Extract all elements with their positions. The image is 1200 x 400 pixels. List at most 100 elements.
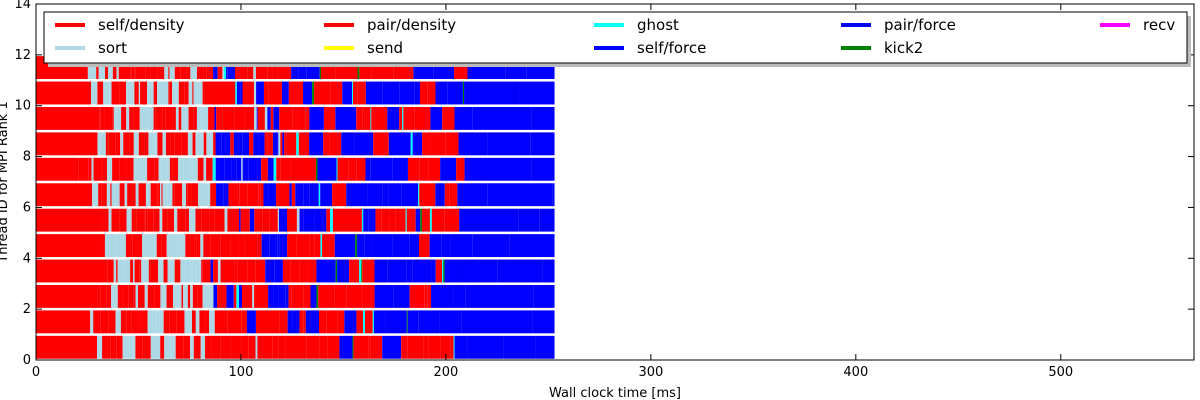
task-bar <box>322 234 335 258</box>
task-bar <box>344 310 357 334</box>
legend-box <box>43 11 1188 64</box>
task-bar <box>148 234 151 258</box>
task-bar <box>167 81 169 105</box>
task-bar <box>272 335 279 359</box>
task-bar <box>219 106 223 130</box>
task-bar <box>99 132 106 156</box>
task-bar <box>364 234 372 258</box>
legend-entry: pair/density <box>367 16 456 34</box>
task-bar <box>226 284 234 308</box>
task-bar <box>292 310 300 334</box>
task-bar <box>107 335 111 359</box>
task-bar <box>111 183 116 207</box>
task-bar <box>456 157 465 181</box>
task-bar <box>96 56 99 80</box>
task-bar <box>279 310 288 334</box>
task-bar <box>287 234 297 258</box>
task-bar <box>128 284 134 308</box>
task-bar <box>36 106 100 130</box>
task-bar <box>346 183 368 207</box>
task-bar <box>257 157 262 181</box>
task-bar <box>36 284 98 308</box>
task-bar <box>143 259 147 283</box>
task-bar <box>326 310 338 334</box>
legend-entry: sort <box>98 39 127 57</box>
task-bar <box>122 335 129 359</box>
task-bar <box>119 81 127 105</box>
task-bar <box>309 183 319 207</box>
task-bar <box>409 284 425 308</box>
task-bar <box>281 81 289 105</box>
task-bar <box>263 81 269 105</box>
task-bar <box>464 157 532 181</box>
task-bar <box>284 132 287 156</box>
task-bar <box>412 132 423 156</box>
thread-row <box>36 56 555 80</box>
task-bar <box>222 106 235 130</box>
task-bar <box>447 81 463 105</box>
task-bar <box>131 208 137 232</box>
task-bar <box>93 310 101 334</box>
task-bar <box>197 157 204 181</box>
task-bar <box>135 157 142 181</box>
task-bar <box>230 234 239 258</box>
task-bar <box>362 106 365 130</box>
task-bar <box>195 208 202 232</box>
task-bar <box>200 335 206 359</box>
task-bar <box>142 234 149 258</box>
task-bar <box>112 56 117 80</box>
task-bar <box>318 284 335 308</box>
task-bar <box>323 132 330 156</box>
task-bar <box>167 259 170 283</box>
legend-entry: send <box>367 39 403 57</box>
task-bar <box>291 284 304 308</box>
task-bar <box>262 208 270 232</box>
task-bar <box>497 259 543 283</box>
task-bar <box>36 183 93 207</box>
task-bar <box>216 183 224 207</box>
task-bar <box>268 284 274 308</box>
task-bar <box>442 106 455 130</box>
task-bar <box>153 234 157 258</box>
task-bar <box>154 284 161 308</box>
task-bar <box>161 183 163 207</box>
task-bar <box>266 259 275 283</box>
thread-row <box>36 157 555 181</box>
task-bar <box>334 234 356 258</box>
task-bar <box>222 81 236 105</box>
task-bar <box>97 132 100 156</box>
task-bar <box>185 208 189 232</box>
task-bar <box>323 106 336 130</box>
task-bar <box>159 208 163 232</box>
task-bar <box>106 56 109 80</box>
task-bar <box>393 284 410 308</box>
task-bar <box>352 81 354 105</box>
task-bar <box>444 183 450 207</box>
task-bar <box>141 157 148 181</box>
task-bar <box>88 157 92 181</box>
task-bar <box>220 259 235 283</box>
task-bar <box>373 310 386 334</box>
task-bar <box>133 335 136 359</box>
task-bar <box>427 81 436 105</box>
task-bar <box>87 56 95 80</box>
task-bar <box>428 335 441 359</box>
task-bar <box>334 284 347 308</box>
task-bar <box>285 335 298 359</box>
task-bar <box>419 157 429 181</box>
task-bar <box>131 81 134 105</box>
task-bar <box>124 183 128 207</box>
task-bar <box>150 259 159 283</box>
x-tick-label: 300 <box>638 365 663 380</box>
task-bar <box>316 259 336 283</box>
task-bar <box>287 208 297 232</box>
task-bar <box>210 234 221 258</box>
task-bar <box>320 183 333 207</box>
task-bar <box>162 132 166 156</box>
task-bar <box>206 132 214 156</box>
task-bar <box>180 56 187 80</box>
task-bar <box>197 284 203 308</box>
task-bar <box>401 183 419 207</box>
task-bar <box>244 234 258 258</box>
task-bar <box>169 81 173 105</box>
